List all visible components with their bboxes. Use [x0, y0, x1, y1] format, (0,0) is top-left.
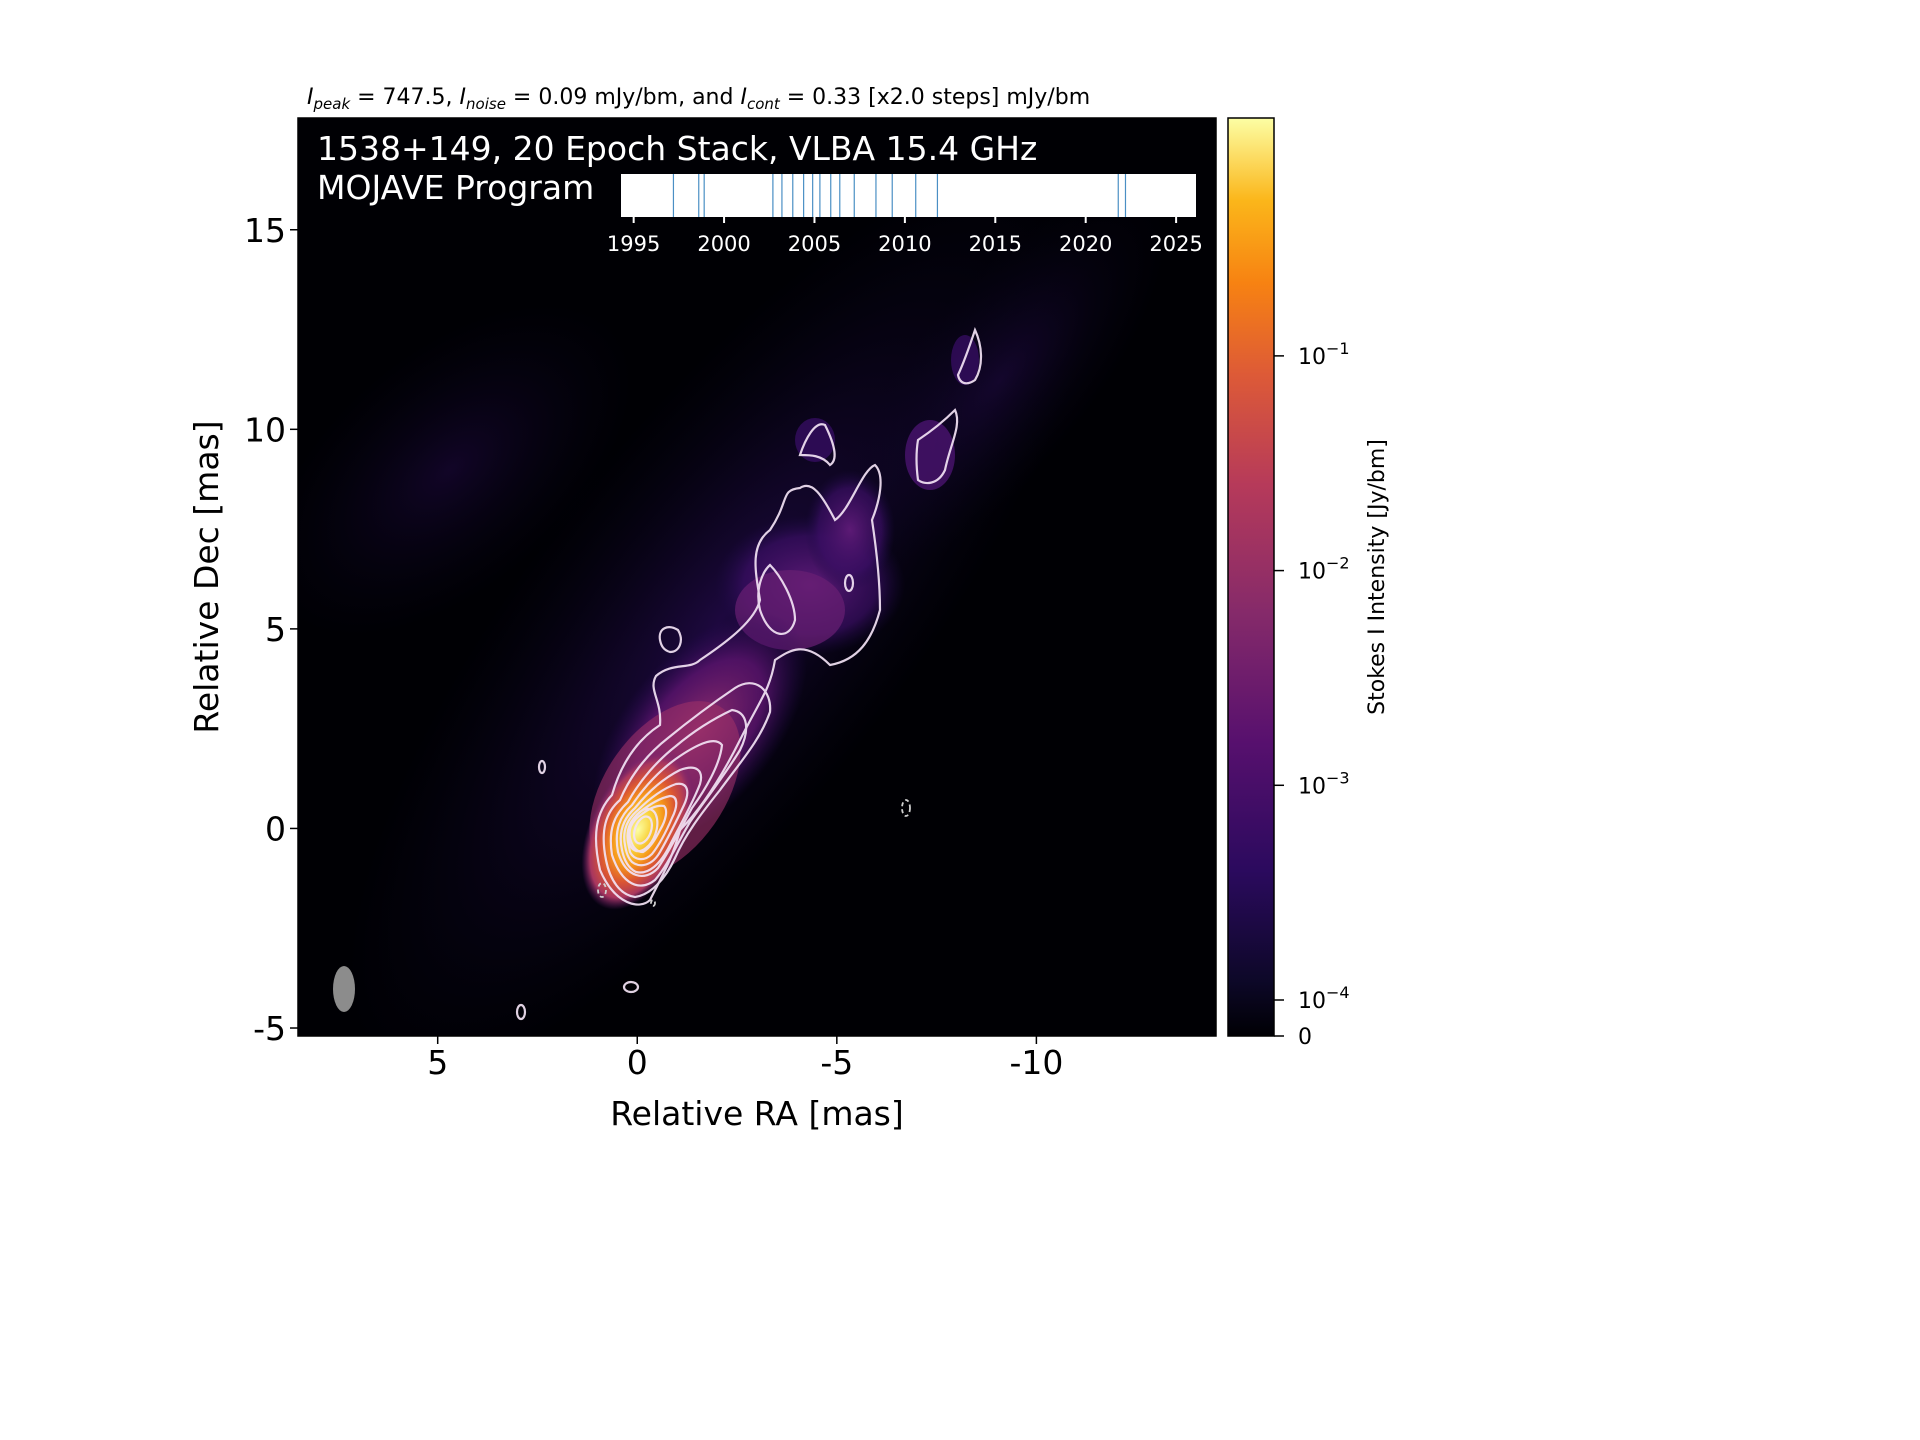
jet-plume — [795, 418, 835, 462]
x-tick-label: -5 — [820, 1043, 853, 1082]
x-tick-label: 5 — [427, 1043, 448, 1082]
contour-level-5 — [619, 766, 703, 874]
contour-level-1 — [594, 463, 882, 906]
epoch-timeline-box — [621, 174, 1196, 217]
colorbar-tick-label: 0 — [1298, 1025, 1312, 1050]
x-axis-label: Relative RA [mas] — [610, 1094, 904, 1133]
epoch-tick-label: 1995 — [607, 232, 660, 256]
y-axis-label: Relative Dec [mas] — [187, 420, 226, 733]
epoch-tick-label: 2015 — [969, 232, 1022, 256]
y-tick-label: 10 — [244, 410, 286, 449]
map-frame — [297, 117, 1217, 1037]
epoch-tick-label: 2020 — [1059, 232, 1112, 256]
contours — [515, 327, 983, 1021]
epoch-tick-label: 2010 — [878, 232, 931, 256]
x-tick-label: 0 — [627, 1043, 648, 1082]
colorbar-ticks: 10−1 10−2 10−3 10−4 0 — [1274, 339, 1350, 1050]
intensity-map: 1538+149, 20 Epoch Stack, VLBA 15.4 GHz … — [297, 117, 1217, 1037]
epoch-tick-label: 2005 — [788, 232, 841, 256]
colorbar-tick-label: 10−2 — [1298, 554, 1350, 585]
epoch-tick-label: 2025 — [1149, 232, 1202, 256]
diffuse-emission — [298, 301, 636, 639]
contour-level-2 — [602, 682, 772, 899]
contour-knot — [956, 327, 983, 385]
negative-contours — [597, 799, 911, 907]
contour-knot — [658, 626, 682, 654]
contour-knot — [798, 423, 836, 467]
jet-plume — [805, 470, 895, 590]
epoch-ticks: 1995 2000 2005 2010 2015 2020 2025 — [607, 217, 1203, 256]
contour-blob — [537, 759, 547, 775]
contour-blob — [622, 980, 640, 994]
contour-knot — [757, 563, 797, 636]
colorbar-tick-label: 10−4 — [1298, 983, 1350, 1014]
negative-contour — [901, 799, 911, 817]
contour-level-10 — [632, 815, 654, 845]
colorbar-label: Stokes I Intensity [Jy/bm] — [1365, 439, 1390, 715]
x-tick-label: -10 — [1009, 1043, 1063, 1082]
contour-knot — [843, 573, 855, 593]
contour-blob — [515, 1003, 527, 1021]
header-line: Ipeak = 747.5, Inoise = 0.09 mJy/bm, and… — [307, 85, 1090, 113]
panel-subtitle: MOJAVE Program — [317, 168, 594, 207]
colorbar-tick-label: 10−1 — [1298, 339, 1350, 370]
beam-ellipse — [333, 966, 355, 1012]
x-axis: 5 0 -5 -10 — [427, 1036, 1063, 1082]
epoch-lines — [672, 174, 1127, 217]
y-tick-label: -5 — [253, 1009, 286, 1048]
colorbar-gradient — [1227, 117, 1275, 1037]
colorbar: 10−1 10−2 10−3 10−4 0 Stokes I Intensity [Jy… — [1227, 117, 1390, 1050]
epoch-timeline: 1995 2000 2005 2010 2015 2020 2025 — [607, 174, 1203, 256]
epoch-tick-label: 2000 — [697, 232, 750, 256]
y-axis: 15 10 5 0 -5 — [244, 211, 298, 1048]
y-tick-label: 15 — [244, 211, 286, 250]
contour-level-9 — [627, 807, 659, 853]
contour-knot — [915, 408, 959, 485]
contour-level-3 — [609, 708, 748, 887]
colorbar-tick-label: 10−3 — [1298, 768, 1350, 799]
panel-title: 1538+149, 20 Epoch Stack, VLBA 15.4 GHz — [317, 129, 1037, 168]
contour-level-4 — [615, 740, 724, 877]
y-tick-label: 0 — [265, 809, 286, 848]
y-tick-label: 5 — [265, 610, 286, 649]
contour-level-6 — [623, 782, 689, 867]
negative-contour — [597, 882, 607, 898]
negative-contour — [650, 899, 656, 907]
